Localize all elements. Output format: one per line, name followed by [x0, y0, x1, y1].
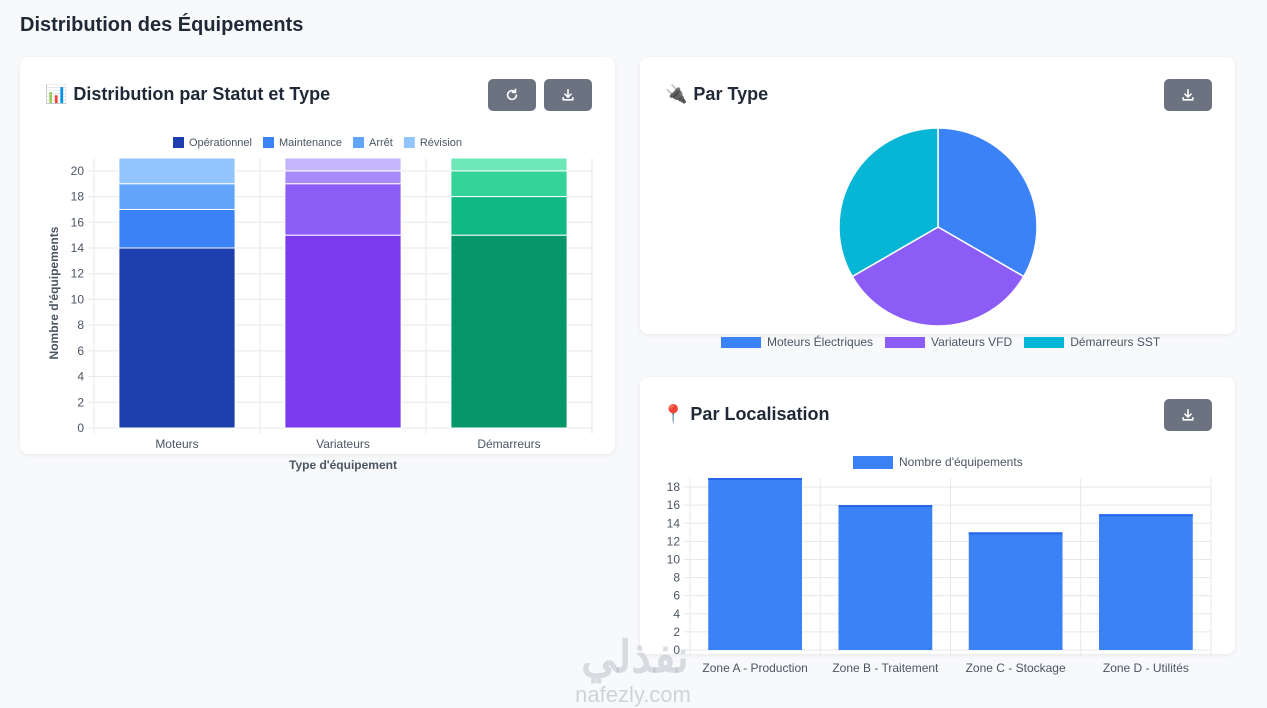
bar-Démarreurs-Arrêt	[450, 170, 568, 198]
legend-swatch-3	[403, 137, 415, 148]
status-card-title-text: Distribution par Statut et Type	[73, 84, 331, 104]
y-axis-title: Nombre d'équipements	[47, 226, 61, 359]
y-tick-label: 2	[673, 625, 680, 639]
download-icon	[1182, 408, 1194, 421]
pin-icon: 📍	[662, 404, 685, 424]
y-tick-label: 2	[77, 395, 84, 409]
x-tick-label: Démarreurs	[477, 437, 540, 451]
x-tick-label: Zone D - Utilités	[1103, 661, 1189, 675]
legend-label-2: Arrêt	[369, 137, 393, 149]
pie-legend-swatch-2	[1024, 336, 1065, 348]
download-button-status[interactable]	[544, 79, 592, 111]
pie-slice-0	[937, 127, 1038, 278]
bar-Variateurs-Arrêt	[284, 170, 402, 185]
bar-Moteurs-Révision	[118, 157, 236, 185]
y-tick-label: 8	[673, 571, 680, 585]
y-tick-label: 4	[77, 370, 84, 384]
type-card-title: 🔌 Par Type	[665, 84, 768, 105]
legend-swatch-2	[353, 137, 364, 148]
refresh-icon	[506, 88, 518, 101]
bar-Variateurs-Opérationnel	[284, 234, 402, 429]
bar-Variateurs-Révision	[284, 157, 402, 172]
location-bar-chart: Nombre d'équipements 0 2 4 6 8 10 12 14 16 18 Zone …	[667, 455, 1212, 675]
y-tick-label: 18	[71, 190, 85, 204]
y-tick-label: 10	[71, 292, 85, 306]
bar-Démarreurs-Maintenance	[450, 196, 568, 236]
y-tick-label: 16	[71, 215, 85, 229]
bar-Moteurs-Maintenance	[118, 208, 236, 249]
type-pie-chart	[838, 127, 1038, 327]
status-stacked-bar-chart: Opérationnel Maintenance Arrêt Révision 0 2 4 6…	[47, 137, 593, 472]
pie-legend: Moteurs Électriques Variateurs VFD Démarre…	[721, 335, 1172, 349]
y-tick-label: 8	[77, 318, 84, 332]
bar-Moteurs-Opérationnel	[118, 247, 236, 429]
bar-Zone C - Stockage	[968, 532, 1063, 650]
pie-legend-swatch-0	[721, 336, 761, 348]
legend-swatch-0	[173, 137, 184, 148]
chart-icon: 📊	[45, 84, 68, 104]
y-tick-label: 6	[77, 344, 84, 358]
y-tick-label: 6	[673, 589, 680, 603]
x-tick-label: Zone C - Stockage	[966, 661, 1066, 675]
refresh-button[interactable]	[488, 79, 536, 111]
location-legend: Nombre d'équipements	[853, 455, 1023, 469]
y-tick-label: 18	[667, 480, 681, 494]
pie-legend-swatch-1	[885, 336, 926, 348]
y-tick-label: 14	[71, 241, 85, 255]
status-legend: Opérationnel Maintenance Arrêt Révision	[173, 137, 462, 149]
location-card-title-text: Par Localisation	[690, 404, 830, 424]
x-tick-label: Variateurs	[316, 437, 370, 451]
legend-label: Nombre d'équipements	[899, 455, 1023, 469]
location-card-title: 📍 Par Localisation	[662, 404, 829, 425]
y-tick-label: 14	[667, 516, 681, 530]
pie-slice-2	[838, 127, 939, 278]
pie-legend-label-2: Démarreurs SST	[1070, 335, 1161, 349]
bar-Variateurs-Maintenance	[284, 183, 402, 236]
x-tick-label: Zone A - Production	[702, 661, 807, 675]
download-button-location[interactable]	[1164, 399, 1212, 431]
download-icon	[1182, 88, 1194, 101]
legend-swatch-1	[263, 137, 274, 148]
x-axis-title: Type d'équipement	[289, 458, 397, 472]
download-button-type[interactable]	[1164, 79, 1212, 111]
pie-legend-label-1: Variateurs VFD	[931, 335, 1013, 349]
pie-legend-item-1: Variateurs VFD	[885, 335, 1012, 349]
type-card-title-text: Par Type	[693, 84, 769, 104]
bar-Moteurs-Arrêt	[118, 183, 236, 210]
legend-label-1: Maintenance	[279, 137, 342, 149]
y-tick-label: 12	[71, 267, 85, 281]
y-tick-label: 0	[673, 643, 680, 657]
y-tick-label: 10	[667, 552, 681, 566]
plug-icon: 🔌	[665, 84, 688, 104]
bar-Zone D - Utilités	[1098, 514, 1193, 650]
download-icon	[562, 88, 574, 101]
y-tick-label: 12	[667, 534, 681, 548]
pie-legend-item-0: Moteurs Électriques	[721, 335, 873, 349]
y-tick-label: 0	[77, 421, 84, 435]
legend-label-3: Révision	[420, 137, 462, 149]
bar-Démarreurs-Révision	[450, 157, 568, 172]
pie-legend-item-2: Démarreurs SST	[1024, 335, 1160, 349]
x-tick-label: Zone B - Traitement	[832, 661, 939, 675]
x-tick-label: Moteurs	[155, 437, 198, 451]
y-tick-label: 16	[667, 498, 681, 512]
legend-label-0: Opérationnel	[189, 137, 252, 149]
bar-Démarreurs-Opérationnel	[450, 234, 568, 429]
status-card-title: 📊 Distribution par Statut et Type	[45, 84, 330, 105]
y-tick-label: 4	[673, 607, 680, 621]
legend-swatch	[853, 456, 893, 469]
page-title: Distribution des Équipements	[20, 14, 304, 36]
watermark-latin: nafezly.com	[575, 682, 691, 707]
bar-Zone B - Traitement	[838, 505, 933, 650]
bar-Zone A - Production	[708, 478, 803, 650]
y-tick-label: 20	[71, 164, 85, 178]
pie-legend-label-0: Moteurs Électriques	[767, 335, 874, 349]
